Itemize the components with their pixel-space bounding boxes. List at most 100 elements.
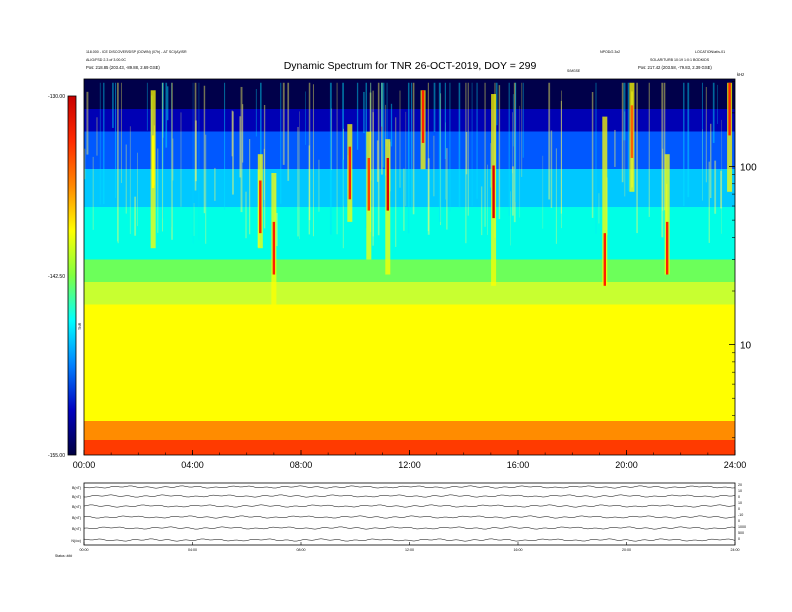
bottom-panel-right-tick: 1000 bbox=[738, 525, 746, 529]
bottom-footer-label: Status: ### bbox=[55, 554, 72, 558]
spectrum-texture-stripe bbox=[623, 82, 626, 141]
spectrum-texture-stripe bbox=[433, 82, 436, 133]
header-right-line-3: Pos: 217.42 (203.58, -79.83, 2.39 GSE) bbox=[638, 65, 712, 70]
radio-burst-halo bbox=[602, 116, 608, 286]
spectrum-texture-stripe bbox=[166, 86, 169, 121]
colorbar-label-mid: -142.50 bbox=[48, 274, 65, 280]
spectrum-texture-stripe bbox=[614, 129, 616, 167]
spectrum-texture-stripe bbox=[591, 92, 594, 218]
bottom-panel-x-tick-label: 24:00 bbox=[731, 548, 740, 552]
radio-burst-core bbox=[492, 165, 495, 219]
spectrum-texture-stripe bbox=[239, 116, 242, 178]
radio-burst-core bbox=[603, 233, 606, 286]
spectrum-texture-stripe bbox=[662, 148, 664, 211]
spectrum-texture-stripe bbox=[280, 82, 282, 204]
spectrum-texture-stripe bbox=[627, 82, 630, 192]
radio-burst-core bbox=[151, 135, 155, 189]
bottom-panel-right-tick: 10 bbox=[738, 501, 742, 505]
spectrum-texture-stripe bbox=[481, 186, 483, 236]
spectrum-texture-stripe bbox=[312, 84, 314, 237]
bottom-panel-right-tick: 20 bbox=[738, 483, 742, 487]
spectrum-texture-stripe bbox=[224, 82, 226, 210]
bottom-panel-frame bbox=[83, 482, 736, 546]
spectrum-texture-stripe bbox=[514, 82, 517, 203]
spectrum-texture-stripe bbox=[137, 152, 138, 227]
spectrogram-background bbox=[84, 79, 735, 455]
spectrum-texture-stripe bbox=[171, 82, 173, 240]
spectrum-texture-stripe bbox=[458, 82, 461, 208]
bottom-panel-x-tick-label: 20:00 bbox=[622, 548, 631, 552]
spectrum-texture-stripe bbox=[331, 108, 333, 171]
spectrum-texture-stripe bbox=[440, 93, 442, 226]
spectrum-texture-stripe bbox=[561, 90, 562, 229]
header-left-line-2: ALIG/FSD 2.3 of 3.00.0C bbox=[86, 58, 126, 62]
bottom-panel-right-tick: 0 bbox=[738, 507, 740, 511]
spectrum-texture-stripe bbox=[512, 166, 514, 216]
spectrum-texture-stripe bbox=[433, 135, 435, 197]
bottom-panel-x-tick-label: 08:00 bbox=[297, 548, 306, 552]
radio-burst-halo bbox=[664, 154, 670, 275]
bottom-panel-x-tick-label: 04:00 bbox=[188, 548, 197, 552]
bottom-panel-right-tick: 500 bbox=[738, 531, 744, 535]
spectrum-texture-stripe bbox=[112, 82, 114, 128]
spectrum-texture-stripe bbox=[305, 91, 306, 145]
spectrum-texture-stripe bbox=[275, 212, 278, 247]
x-tick-label: 12:00 bbox=[398, 460, 421, 470]
bottom-panel-trace bbox=[83, 485, 736, 489]
spectrum-texture-stripe bbox=[487, 164, 488, 235]
spectrum-texture-stripe bbox=[245, 191, 247, 239]
radio-burst-core bbox=[367, 157, 371, 211]
spectrum-texture-stripe bbox=[194, 82, 197, 191]
spectrum-texture-stripe bbox=[595, 82, 597, 234]
header-right-mid: NPOD/2.3x2 bbox=[600, 50, 620, 54]
radio-burst-core bbox=[272, 221, 276, 275]
spectrum-texture-stripe bbox=[438, 82, 441, 223]
radio-burst-core bbox=[421, 90, 425, 143]
spectrum-texture-stripe bbox=[240, 86, 243, 213]
bottom-panel-right-tick: 10 bbox=[738, 489, 742, 493]
spectrum-texture-stripe bbox=[712, 82, 715, 143]
x-tick-label: 08:00 bbox=[290, 460, 313, 470]
colorbar-label-bottom: -155.00 bbox=[48, 453, 65, 459]
spectrum-texture-stripe bbox=[381, 82, 383, 175]
radio-burst-core bbox=[630, 105, 634, 158]
spectrum-texture-stripe bbox=[117, 82, 119, 242]
spectrum-texture-stripe bbox=[263, 104, 266, 229]
spectrum-texture-stripe bbox=[92, 156, 94, 230]
bottom-panel-trace bbox=[83, 504, 736, 508]
spectrum-texture-stripe bbox=[710, 123, 712, 199]
spectrum-texture-stripe bbox=[329, 82, 332, 235]
spectrum-texture-stripe bbox=[297, 126, 299, 237]
x-tick-label: 24:00 bbox=[724, 460, 747, 470]
spectrum-texture-stripe bbox=[471, 82, 473, 206]
header-left-line-1: 118.000 - ICE DISCOVER/DSP (DOWN) (07h) … bbox=[86, 50, 187, 54]
spectrum-texture-stripe bbox=[282, 82, 285, 165]
spectrum-texture-stripe bbox=[96, 117, 98, 156]
bottom-panel-right-tick: 0 bbox=[738, 495, 740, 499]
spectrogram bbox=[84, 79, 735, 455]
spectrum-texture-stripe bbox=[249, 139, 251, 235]
x-tick-label: 20:00 bbox=[615, 460, 638, 470]
spectrum-texture-stripe bbox=[511, 112, 513, 174]
spectrum-texture-stripe bbox=[683, 82, 685, 206]
spectrum-texture-stripe bbox=[115, 82, 117, 198]
spectrum-texture-stripe bbox=[263, 148, 265, 200]
spectrum-texture-stripe bbox=[308, 82, 311, 221]
spectrum-texture-stripe bbox=[412, 82, 415, 215]
spectrum-texture-stripe bbox=[410, 82, 413, 208]
bottom-panel-right-tick: 0 bbox=[738, 519, 740, 523]
spectrum-texture-stripe bbox=[550, 130, 553, 208]
spectrum-texture-stripe bbox=[395, 117, 397, 247]
spectrum-texture-stripe bbox=[134, 196, 137, 236]
radio-burst-core bbox=[348, 146, 352, 200]
spectrum-texture-stripe bbox=[232, 111, 234, 195]
bottom-panel-row-label: B(nT) bbox=[72, 495, 81, 499]
spectrum-texture-stripe bbox=[496, 82, 498, 126]
bottom-panel-row-label: B(nT) bbox=[72, 527, 81, 531]
spectrum-texture-stripe bbox=[343, 128, 344, 160]
spectrum-texture-stripe bbox=[513, 82, 516, 223]
spectrum-texture-stripe bbox=[287, 82, 290, 181]
spectrum-texture-stripe bbox=[342, 158, 344, 249]
spectrum-texture-stripe bbox=[390, 103, 393, 147]
